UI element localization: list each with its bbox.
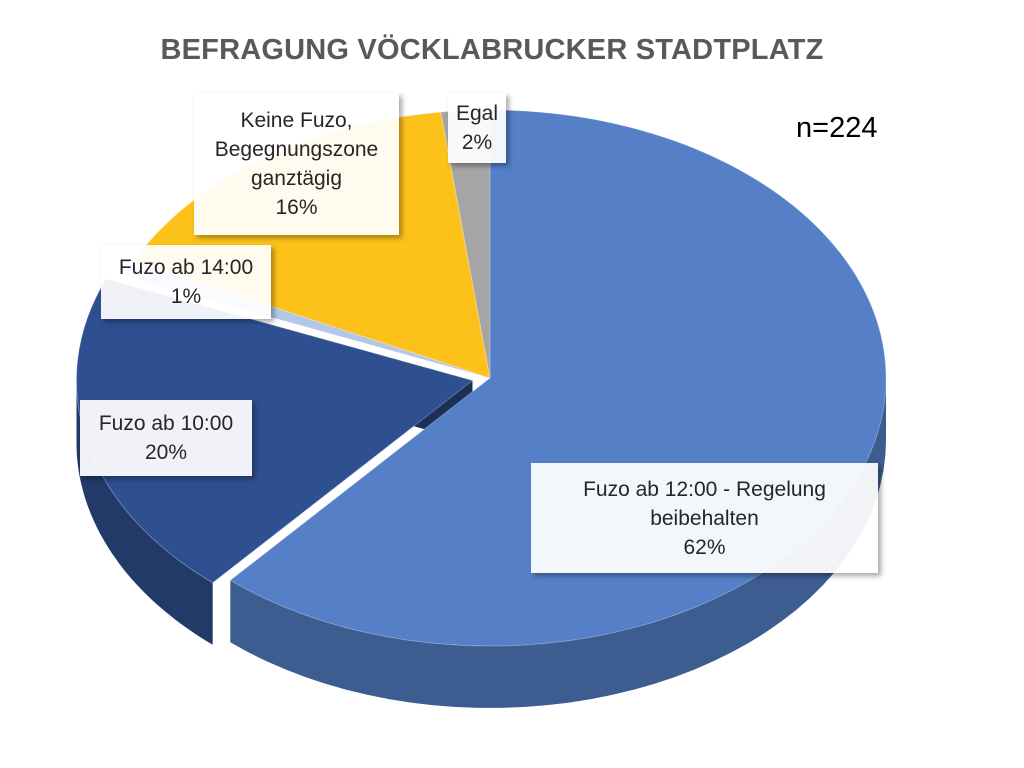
data-label-category: Fuzo ab 14:00 — [118, 256, 254, 279]
pie-side-fuzo-ab-12-00-regelung-beibehalten — [230, 378, 887, 708]
pie-side-fuzo-ab-10-00 — [76, 380, 213, 645]
data-label-category: Fuzo ab 12:00 - Regelung beibehalten — [583, 477, 826, 530]
data-label-percent: 1% — [170, 285, 202, 308]
sample-size-annotation: n=224 — [796, 112, 878, 144]
data-label-percent: 2% — [461, 131, 493, 154]
data-label-egal: Egal 2% — [448, 93, 506, 163]
data-label-category: Fuzo ab 10:00 — [98, 412, 234, 435]
data-label-category: Egal — [455, 102, 499, 125]
data-label-fuzo-ab-10-00: Fuzo ab 10:00 20% — [80, 400, 252, 476]
data-label-percent: 62% — [683, 535, 726, 559]
data-label-percent: 20% — [144, 441, 188, 464]
data-label-fuzo-ab-12-00-regelung-beibehalten: Fuzo ab 12:00 - Regelung beibehalten 62% — [531, 463, 878, 573]
chart-title: BEFRAGUNG VÖCKLABRUCKER STADTPLATZ — [160, 34, 824, 66]
data-label-category: Keine Fuzo, Begegnungszone ganztägig — [214, 109, 379, 190]
data-label-fuzo-ab-14-00: Fuzo ab 14:00 1% — [101, 245, 271, 319]
data-label-percent: 16% — [275, 196, 318, 219]
data-label-keine-fuzo-begegnungszone-ganzt-gig: Keine Fuzo, Begegnungszone ganztägig 16% — [194, 93, 399, 235]
